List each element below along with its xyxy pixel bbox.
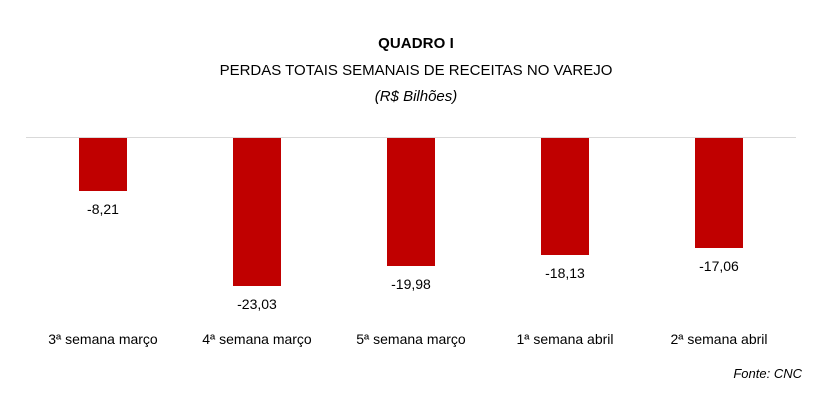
value-label: -8,21 <box>87 201 119 217</box>
bar <box>387 138 435 266</box>
bar <box>541 138 589 255</box>
value-label: -17,06 <box>699 258 739 274</box>
source-note: Fonte: CNC <box>733 366 802 381</box>
value-label: -23,03 <box>237 296 277 312</box>
value-label: -18,13 <box>545 265 585 281</box>
chart-unit: (R$ Bilhões) <box>374 88 458 105</box>
bar <box>79 138 127 191</box>
chart-title: QUADRO I <box>378 35 454 52</box>
value-label: -19,98 <box>391 276 431 292</box>
category-label: 5ª semana março <box>356 331 466 347</box>
chart-subtitle: PERDAS TOTAIS SEMANAIS DE RECEITAS NO VA… <box>219 62 613 79</box>
zero-baseline <box>26 137 796 138</box>
category-label: 4ª semana março <box>202 331 312 347</box>
category-label: 2ª semana abril <box>670 331 768 347</box>
category-label: 1ª semana abril <box>516 331 614 347</box>
category-label: 3ª semana março <box>48 331 158 347</box>
bar <box>695 138 743 248</box>
bar <box>233 138 281 286</box>
